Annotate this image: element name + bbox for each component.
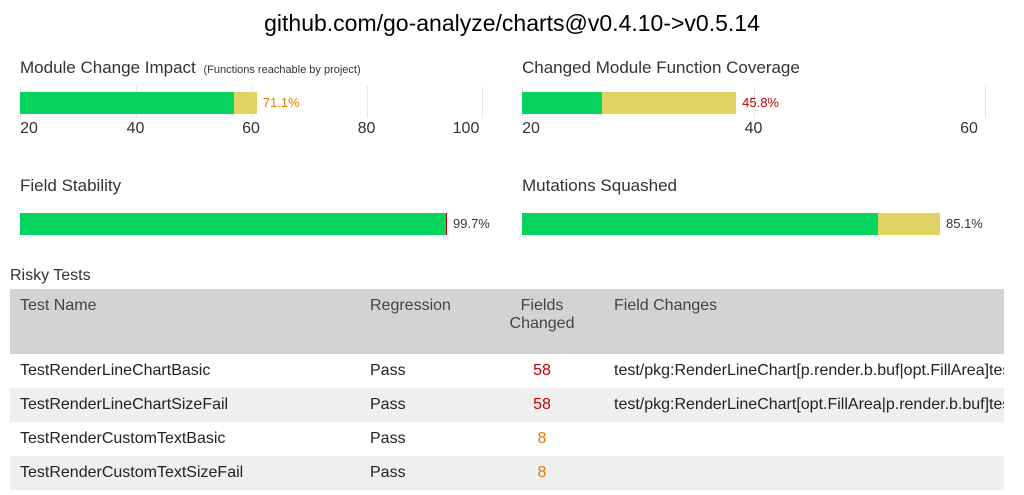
module-change-impact-covered-bar <box>20 92 234 114</box>
module-change-impact-tick-label: 40 <box>126 120 145 137</box>
module-change-impact-subtitle: (Functions reachable by project) <box>203 64 361 76</box>
test-name-cell: TestRenderCustomTextSizeFail <box>10 456 360 490</box>
changed-module-function-coverage-percent: 45.8% <box>742 95 779 110</box>
fields-changed-cell: 58 <box>480 388 604 422</box>
changed-module-function-coverage-gridline <box>753 86 755 118</box>
mutations-squashed-title: Mutations Squashed <box>522 176 677 195</box>
module-change-impact-partial-bar <box>233 92 257 114</box>
column-header-field-changes[interactable]: Field Changes <box>604 289 1004 354</box>
table-row[interactable]: TestRenderLineChartBasic Pass 58 test/pkg:R… <box>10 354 1004 388</box>
changed-module-function-coverage-panel: Changed Module Function Coverage 45.8% 2… <box>522 58 992 158</box>
fields-changed-cell: 58 <box>533 362 551 379</box>
field-stability-title: Field Stability <box>20 176 122 195</box>
regression-cell: Pass <box>370 430 406 447</box>
table-row[interactable]: TestRenderCustomTextSizeFail Pass 8 <box>10 456 1004 490</box>
module-change-impact-tick-label: 100 <box>452 120 480 137</box>
changed-module-function-coverage-partial-bar <box>601 92 737 114</box>
field-stability-panel: Field Stability 99.7% <box>20 176 490 276</box>
field-changes-cell <box>604 456 1004 490</box>
changed-module-function-coverage-tick-label: 40 <box>744 120 763 137</box>
module-change-impact-tick-label: 20 <box>20 120 38 137</box>
risky-tests-table: Test Name Regression Fields Changed Fiel… <box>10 289 1004 490</box>
module-change-impact-title-text: Module Change Impact <box>20 58 196 77</box>
changed-module-function-coverage-title: Changed Module Function Coverage <box>522 58 800 78</box>
risky-tests-header-row: Test Name Regression Fields Changed Fiel… <box>10 289 1004 354</box>
mutations-squashed-bar: 85.1% <box>522 213 983 235</box>
changed-module-function-coverage-tick-label: 60 <box>960 120 978 137</box>
changed-module-function-coverage-title-text: Changed Module Function Coverage <box>522 58 800 77</box>
fields-changed-cell: 8 <box>537 430 547 447</box>
table-row[interactable]: TestRenderCustomTextBasic Pass 8 <box>10 422 1004 456</box>
column-header-test-name[interactable]: Test Name <box>10 289 360 354</box>
changed-module-function-coverage-covered-bar <box>522 92 602 114</box>
risky-tests-body: TestRenderLineChartBasic Pass 58 test/pkg:R… <box>10 354 1004 490</box>
changed-module-function-coverage-gridline <box>985 86 986 118</box>
module-change-impact-tick-label: 80 <box>357 120 376 137</box>
risky-tests-title: Risky Tests <box>10 267 91 284</box>
mutations-squashed-remaining-bar <box>877 213 940 235</box>
mutations-squashed-panel: Mutations Squashed 85.1% <box>522 176 992 276</box>
module-change-impact-percent: 71.1% <box>262 95 300 110</box>
column-header-fields-changed-text: Fields Changed <box>509 297 575 332</box>
regression-cell: Pass <box>360 456 480 490</box>
mutations-squashed-percent: 85.1% <box>946 216 983 231</box>
table-row[interactable]: TestRenderLineChartSizeFail Pass 58 test/pk… <box>10 388 1004 422</box>
module-change-impact-tick-label: 60 <box>242 120 260 137</box>
field-stability-percent: 99.7% <box>453 216 490 231</box>
module-change-impact-bar: 71.1% <box>20 86 483 118</box>
field-stability-covered-bar <box>20 213 446 235</box>
field-stability-bar: 99.7% <box>20 213 490 235</box>
regression-cell: Pass <box>370 362 406 379</box>
test-name-cell: TestRenderLineChartSizeFail <box>10 388 360 422</box>
module-change-impact-gridline <box>366 86 368 118</box>
page-title: github.com/go-analyze/charts@v0.4.10->v0… <box>264 10 760 36</box>
module-change-impact-gridline <box>482 86 483 118</box>
test-name-cell: TestRenderLineChartBasic <box>20 362 211 379</box>
module-change-impact-panel: Module Change Impact (Functions reachabl… <box>20 58 490 158</box>
module-change-impact-title: Module Change Impact (Functions reachabl… <box>20 58 361 78</box>
test-name-cell: TestRenderCustomTextBasic <box>20 430 226 447</box>
regression-cell: Pass <box>360 388 480 422</box>
field-changes-cell: test/pkg:RenderLineChart[opt.FillArea|p.… <box>604 388 1004 422</box>
mutations-squashed-covered-bar <box>522 213 878 235</box>
column-header-regression[interactable]: Regression <box>360 289 480 354</box>
changed-module-function-coverage-tick-label: 20 <box>522 120 540 137</box>
column-header-fields-changed[interactable]: Fields Changed <box>480 289 604 354</box>
changed-module-function-coverage-bar: 45.8% <box>522 86 986 118</box>
fields-changed-cell: 8 <box>480 456 604 490</box>
field-changes-cell: test/pkg:RenderLineChart[p.render.b.buf|… <box>614 362 1004 379</box>
field-stability-end-marker <box>445 213 447 235</box>
field-changes-cell <box>604 422 1004 456</box>
